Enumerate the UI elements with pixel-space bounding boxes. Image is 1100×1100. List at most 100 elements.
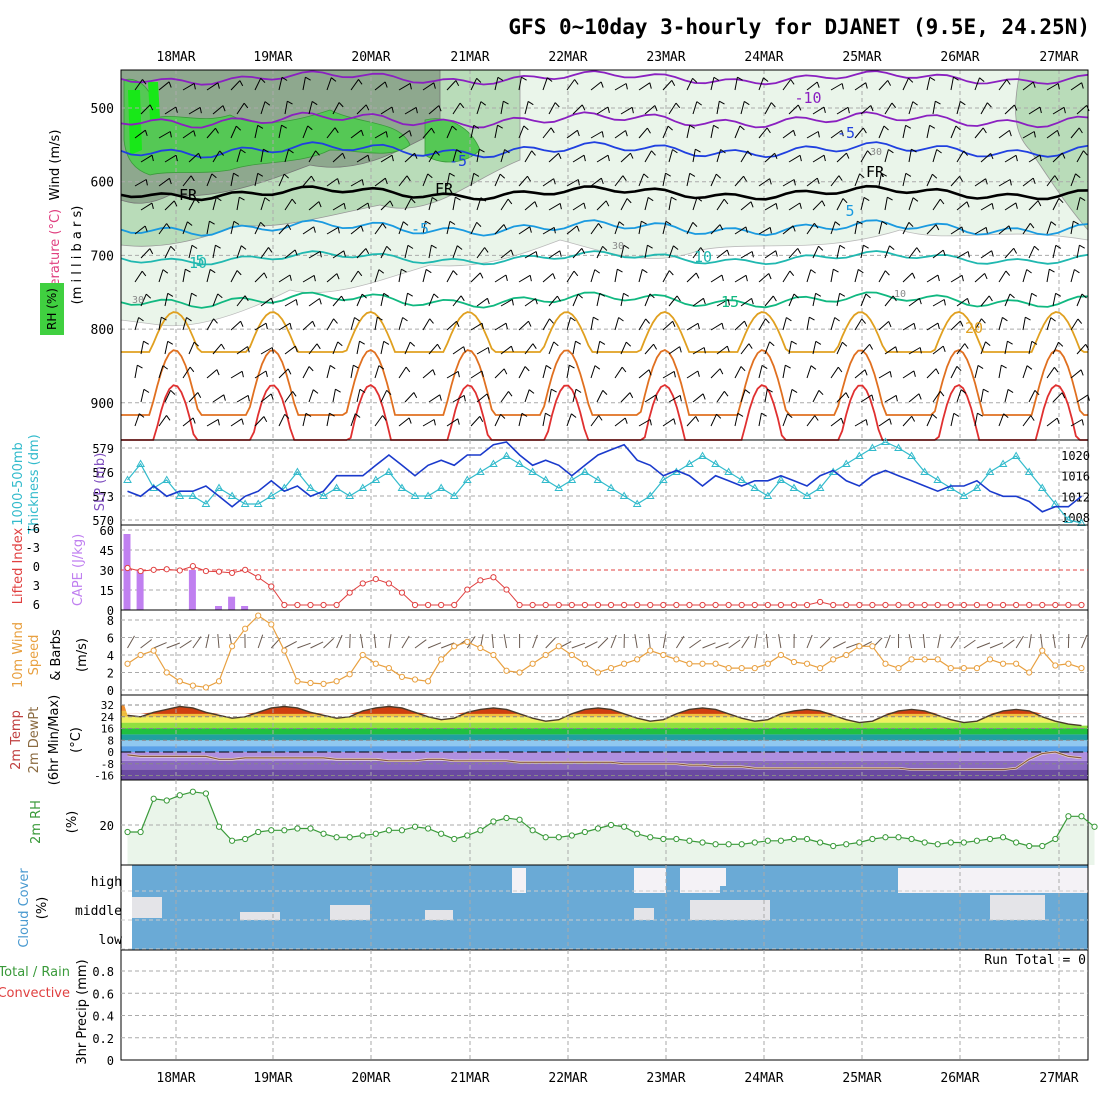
- wind-barb: [572, 341, 576, 355]
- wind-barb: [1028, 245, 1035, 259]
- wind-barb-flag: [966, 201, 970, 208]
- wind-barb: [1046, 417, 1058, 427]
- wind10-speed-point: [477, 644, 484, 652]
- wind-barb: [572, 293, 579, 307]
- rh-point: [555, 834, 562, 841]
- wind10-barb: [689, 639, 702, 649]
- rh-point: [320, 830, 327, 837]
- wind-barb: [398, 417, 410, 427]
- wind-barb-flag: [671, 196, 677, 201]
- wind-barb-flag: [503, 368, 508, 375]
- temp-mask: [121, 695, 1088, 726]
- wind-barb-flag: [384, 81, 388, 88]
- wind-barb: [548, 341, 555, 355]
- wind-barb-flag: [839, 244, 846, 249]
- wind-barb-flag: [834, 221, 841, 226]
- wind10-speed-point: [215, 678, 223, 685]
- li-point: [320, 601, 327, 609]
- wind-barb: [686, 370, 699, 379]
- wind-barb: [926, 322, 939, 331]
- wind-barb: [1070, 269, 1075, 283]
- temp-band: [121, 752, 1088, 761]
- wind-barb: [710, 274, 723, 283]
- wind-barb: [716, 299, 729, 307]
- li-point: [477, 577, 484, 584]
- wind-barb-flag: [859, 173, 865, 179]
- wind-barb: [1004, 202, 1017, 211]
- rh-point: [725, 841, 732, 848]
- wind-barb-flag: [888, 149, 894, 154]
- wind-barb: [308, 201, 320, 211]
- wind-barb-flag: [310, 175, 315, 182]
- cloud-tick: low: [99, 933, 123, 948]
- wind-barb-flag: [407, 292, 413, 297]
- rh-point: [895, 834, 902, 841]
- wind-barb: [326, 273, 338, 283]
- wind-barb-flag: [383, 340, 390, 345]
- wind-barb: [566, 317, 571, 331]
- slp-line: [127, 441, 1082, 513]
- wind-barb-flag: [745, 226, 748, 233]
- wind-barb: [644, 197, 649, 211]
- wind-barb-flag: [740, 366, 746, 372]
- wind-barb: [830, 221, 836, 235]
- wind-barb: [1022, 223, 1031, 235]
- wind-barb-flag: [319, 298, 322, 305]
- wind-barb-flag: [287, 224, 292, 230]
- wind-barb: [974, 273, 986, 283]
- wind-barb: [806, 131, 819, 139]
- thickness-point: [162, 475, 172, 483]
- thickness-point: [240, 499, 250, 507]
- wind-barb-flag: [532, 343, 537, 349]
- wind-barb: [644, 343, 654, 355]
- wind-barb-flag: [361, 293, 367, 299]
- pressure-tick: 700: [91, 249, 114, 264]
- wind-barb: [542, 318, 550, 331]
- wind-barb: [932, 198, 941, 211]
- cape-tick: 15: [100, 584, 114, 598]
- wind-barb: [668, 197, 672, 211]
- li-point: [1013, 601, 1020, 609]
- li-point: [137, 567, 144, 575]
- wind-barb-flag: [409, 130, 412, 137]
- rh-point: [124, 828, 131, 836]
- wind-barb-flag: [818, 245, 824, 251]
- li-point: [255, 574, 262, 581]
- li-point: [398, 589, 406, 596]
- wind-barb-flag: [892, 295, 897, 302]
- wind-barb: [590, 317, 594, 331]
- wind-barb-flag: [527, 100, 534, 106]
- wind-barb-flag: [503, 100, 509, 105]
- wind-barb: [668, 346, 680, 355]
- wind10-speed-point: [333, 678, 340, 685]
- cape-bar: [136, 570, 144, 610]
- wind-barb-flag: [647, 244, 653, 249]
- li-point: [634, 601, 641, 609]
- wind-barb: [350, 79, 359, 91]
- wind-barb: [374, 131, 387, 139]
- wind-barb-flag: [840, 417, 844, 424]
- li-point: [647, 601, 654, 609]
- wind10-barb: [127, 635, 135, 649]
- panel-frame: [120, 949, 1089, 1061]
- wind-barb: [740, 389, 746, 403]
- wind-barb: [686, 416, 697, 427]
- thickness-point: [214, 483, 224, 491]
- wind-barb: [494, 322, 507, 331]
- li-point: [581, 601, 588, 609]
- wind-barb-flag: [431, 196, 438, 202]
- wind-barb: [686, 322, 699, 331]
- wind-barb: [236, 394, 249, 403]
- li-point: [934, 601, 941, 609]
- rh-point: [921, 839, 928, 846]
- wind-barb: [1076, 105, 1088, 115]
- freezing-level: [120, 184, 1089, 202]
- wind-barb-flag: [1008, 225, 1012, 232]
- wind-barb-flag: [559, 203, 562, 210]
- wind-barb: [350, 179, 363, 187]
- wind-barb-flag: [942, 249, 946, 256]
- wind-barb: [398, 82, 411, 91]
- wind-barb: [740, 150, 749, 163]
- wind-barb: [686, 78, 694, 91]
- wind-barb-flag: [1080, 369, 1084, 376]
